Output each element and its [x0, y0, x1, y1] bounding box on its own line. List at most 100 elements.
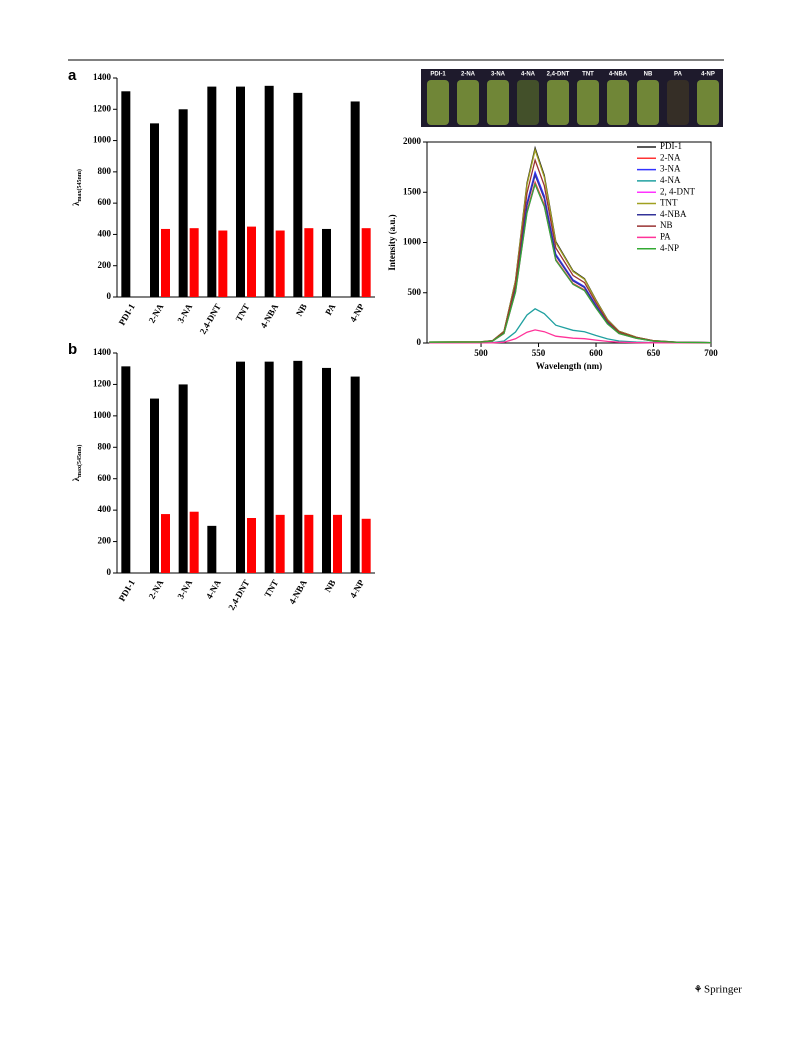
y-tick-label: 1400	[93, 72, 112, 82]
y-tick-label: 200	[98, 260, 112, 270]
photo-label: PDI-1	[430, 72, 446, 78]
bar	[304, 514, 314, 573]
x-tick-label: 600	[589, 348, 603, 358]
y-tick-label: 800	[98, 166, 112, 176]
legend-label: PA	[660, 231, 671, 241]
bar	[150, 398, 159, 573]
y-label-sub: max(545nm)	[76, 169, 83, 201]
x-tick-label: 4-NBA	[258, 302, 280, 330]
y-tick-label: 1400	[93, 347, 112, 357]
y-tick-label: 600	[98, 473, 112, 483]
y-tick-label: 0	[107, 291, 112, 301]
x-tick-label: 4-NBA	[287, 578, 309, 606]
tube	[457, 80, 479, 125]
y-label-sub: max(545nm)	[76, 445, 83, 477]
legend-label: NB	[660, 220, 673, 230]
x-tick-label: 700	[704, 348, 718, 358]
photo-label: 4-NA	[521, 72, 536, 78]
photo-label: TNT	[582, 72, 594, 78]
bar	[207, 86, 217, 297]
tube	[607, 80, 629, 125]
tube	[667, 80, 689, 125]
x-tick-label: 550	[532, 348, 546, 358]
tube	[637, 80, 659, 125]
bar	[350, 376, 360, 573]
bar	[264, 361, 274, 573]
tube	[427, 80, 449, 125]
legend-label: 3-NA	[660, 164, 681, 174]
y-tick-label: 1000	[93, 135, 112, 145]
tube	[697, 80, 719, 125]
bar	[150, 123, 159, 297]
bar	[236, 361, 245, 573]
logo-icon: ⚘	[694, 984, 702, 994]
bar	[247, 226, 256, 297]
publisher: Springer	[704, 984, 742, 996]
photo-label: PA	[674, 72, 683, 78]
panel-label: b	[68, 341, 77, 358]
x-tick-label: 2-NA	[147, 578, 166, 601]
bar	[275, 514, 285, 573]
y-tick-label: 1000	[403, 237, 422, 247]
x-tick-label: 4-NA	[204, 578, 223, 601]
x-tick-label: PDI-1	[117, 302, 137, 327]
legend-label: 4-NA	[660, 175, 681, 185]
x-tick-label: 3-NA	[175, 302, 194, 325]
photo-label: 2,4-DNT	[547, 72, 570, 78]
x-tick-label: 650	[647, 348, 661, 358]
photo-label: 4-NBA	[609, 72, 628, 78]
y-axis-label: λmax(545nm)	[71, 445, 83, 482]
legend-label: 2, 4-DNT	[660, 186, 695, 196]
panel-label: a	[68, 67, 77, 84]
bar	[247, 518, 256, 573]
legend-label: 2-NA	[660, 152, 681, 162]
tubes: PDI-1 2-NA 3-NA 4-NA 2,4-DNT TNT 4-NBA NB PA 4-NP	[427, 72, 719, 125]
x-tick-label: NB	[294, 302, 309, 318]
bar	[121, 366, 131, 573]
x-axis-label: Wavelength (nm)	[536, 361, 602, 371]
bar	[178, 384, 188, 573]
tube	[517, 80, 539, 125]
bar	[161, 228, 170, 297]
x-tick-label: PDI-1	[117, 578, 137, 603]
y-tick-label: 0	[107, 567, 112, 577]
y-label-main: λ	[71, 201, 81, 206]
bar	[189, 511, 199, 573]
tube	[577, 80, 599, 125]
y-tick-label: 500	[408, 287, 422, 297]
x-tick-label: 4-NP	[348, 578, 367, 600]
x-tick-label: TNT	[234, 302, 252, 323]
bar	[218, 230, 228, 297]
series-line	[429, 329, 712, 344]
x-tick-label: 500	[474, 348, 488, 358]
y-tick-label: 1000	[93, 410, 112, 420]
legend-label: PDI-1	[660, 141, 682, 151]
bar	[178, 109, 188, 298]
x-tick-label: NB	[323, 578, 338, 594]
bar	[322, 367, 331, 573]
y-tick-label: 2000	[403, 136, 422, 146]
tube	[547, 80, 569, 125]
bar	[264, 85, 274, 297]
tube	[487, 80, 509, 125]
y-tick-label: 1200	[93, 103, 112, 113]
x-tick-label: TNT	[262, 578, 280, 599]
legend-label: 4-NBA	[660, 209, 687, 219]
x-tick-label: 2,4-DNT	[226, 578, 251, 612]
y-axis-label: λmax(545nm)	[71, 169, 83, 206]
bar	[322, 228, 331, 297]
series-line	[429, 157, 712, 344]
legend-label: 4-NP	[660, 243, 679, 253]
bar	[361, 228, 371, 297]
y-tick-label: 800	[98, 441, 112, 451]
series-line	[429, 182, 712, 344]
bar	[293, 92, 303, 297]
bar	[333, 514, 342, 573]
legend-label: TNT	[660, 198, 678, 208]
bar	[350, 101, 360, 297]
y-tick-label: 0	[417, 337, 422, 347]
bar	[161, 514, 170, 573]
bar	[361, 518, 371, 573]
x-tick-label: 4-NP	[348, 302, 367, 324]
